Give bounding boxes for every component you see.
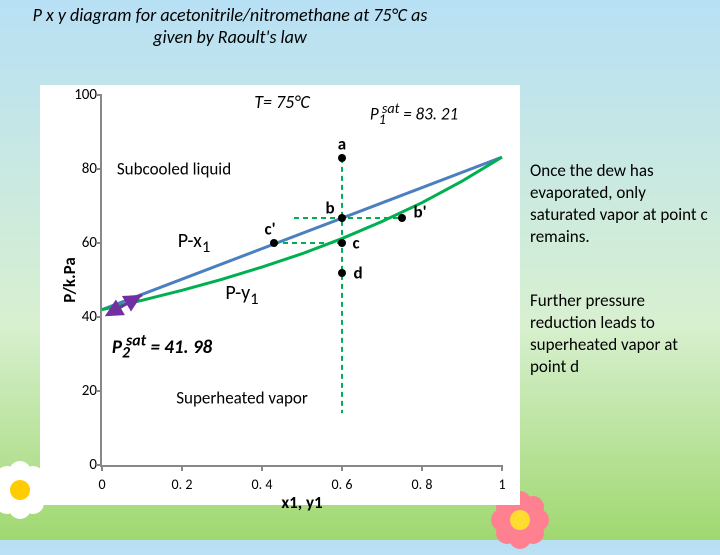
y-tick-label: 40 [62,308,97,326]
pxy-chart: P/k.Pa x1, y1 02040608010000. 20. 40. 60… [40,85,520,505]
point-label-b: b [325,198,334,219]
y-axis-label: P/k.Pa [59,257,80,302]
point-bp [398,214,406,222]
y-tick-label: 100 [62,86,97,104]
point-label-a: a [338,133,346,154]
x-axis-label: x1, y1 [281,492,322,513]
superheated-label: Superheated vapor [176,388,308,409]
x-tick-label: 0. 2 [172,476,193,493]
x-tick-label: 0. 6 [332,476,353,493]
subcooled-label: Subcooled liquid [117,159,231,180]
p1sat-label: P1sat = 83. 21 [370,99,458,127]
slide-title: P x y diagram for acetonitrile/nitrometh… [30,5,430,48]
point-c [338,239,346,247]
point-cp [270,239,278,247]
y-tick-label: 0 [62,456,97,474]
annotation-text-2: Further pressure reduction leads to supe… [530,290,710,378]
px1-label: P-x1 [178,229,211,257]
py1-label: P-y1 [225,281,258,309]
annotation-text-1: Once the dew has evaporated, only satura… [530,160,710,248]
y-tick-label: 80 [62,160,97,178]
point-label-cp: c' [264,219,275,240]
temp-label: T= 75°C [254,91,310,113]
point-label-c: c [352,233,359,254]
y-tick-label: 20 [62,382,97,400]
point-b [338,214,346,222]
point-label-bp: b' [413,202,426,223]
point-label-d: d [353,262,362,283]
x-tick-label: 1 [498,476,505,493]
x-tick-label: 0. 4 [252,476,273,493]
x-tick-label: 0. 8 [412,476,433,493]
x-tick-label: 0 [98,476,105,493]
point-d [338,269,346,277]
chart-svg [102,95,502,465]
y-tick-label: 60 [62,234,97,252]
p2sat-label: P2sat = 41. 98 [112,331,212,362]
point-a [338,154,346,162]
